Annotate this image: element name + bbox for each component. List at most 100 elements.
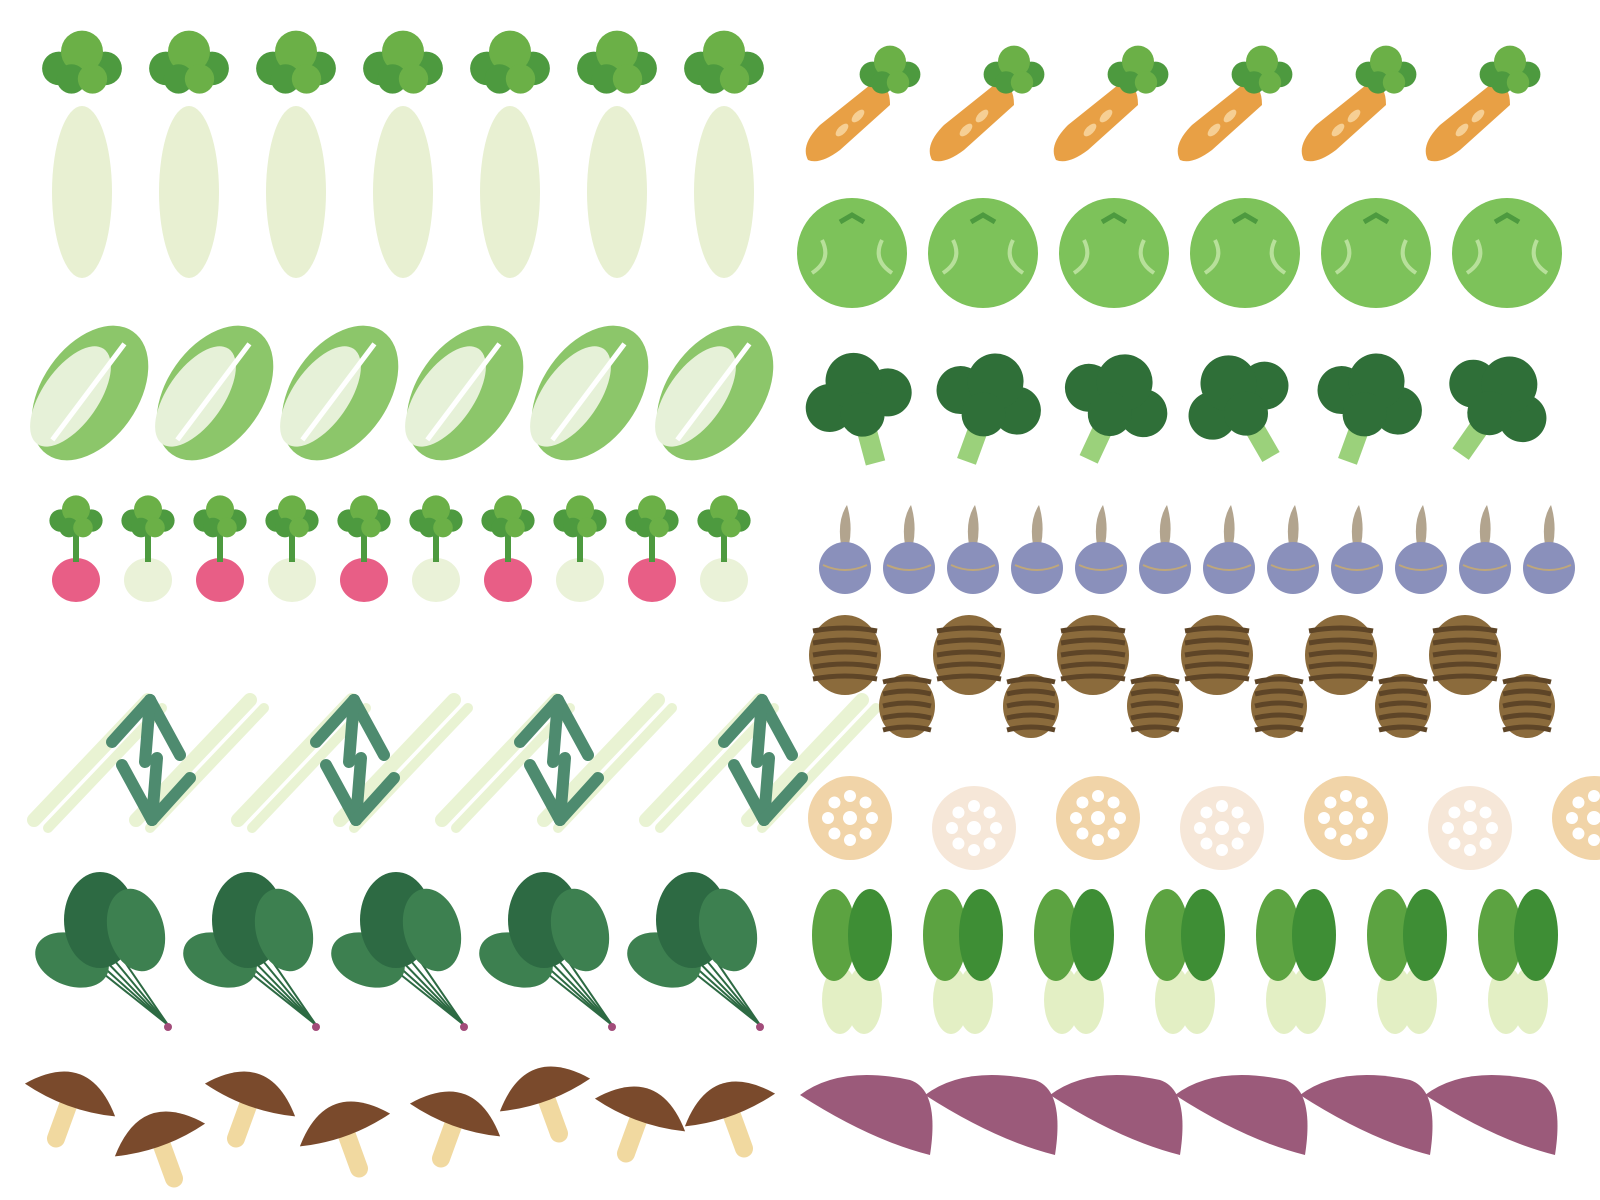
taro — [933, 615, 1005, 695]
lotus-root-row — [808, 776, 1600, 870]
radish — [481, 495, 535, 602]
taro-row — [809, 615, 1555, 738]
carrot — [1301, 45, 1417, 162]
taro — [1057, 615, 1129, 695]
broccoli — [1188, 355, 1289, 462]
daikon — [256, 30, 336, 278]
daikon-row — [42, 30, 764, 278]
daikon — [42, 30, 122, 278]
cabbage — [1321, 198, 1431, 308]
turnip — [121, 495, 175, 602]
arrowhead — [1267, 505, 1319, 594]
bok-choy-row — [812, 889, 1558, 1034]
spinach — [627, 872, 764, 1031]
taro — [1429, 615, 1501, 695]
shiitake — [114, 1111, 206, 1188]
carrot — [1053, 45, 1169, 162]
lotus-root — [1304, 776, 1388, 860]
radish — [625, 495, 679, 602]
taro — [879, 674, 935, 738]
carrot — [1425, 45, 1541, 162]
carrot — [805, 45, 921, 162]
arrowhead-row — [819, 505, 1575, 594]
napa-cabbage — [30, 325, 149, 461]
shiitake — [24, 1071, 116, 1148]
lotus-root — [932, 786, 1016, 870]
arrowhead — [947, 505, 999, 594]
lotus-root — [1180, 786, 1264, 870]
bok-choy — [812, 889, 892, 1034]
napa-cabbage — [655, 325, 774, 461]
bok-choy — [1478, 889, 1558, 1034]
leek — [728, 693, 881, 833]
napa-cabbage — [530, 325, 649, 461]
sweet-potato — [1050, 1075, 1183, 1155]
sweet-potato-row — [800, 1075, 1558, 1155]
napa-cabbage — [280, 325, 399, 461]
daikon — [577, 30, 657, 278]
taro — [1305, 615, 1377, 695]
lotus-root — [1428, 786, 1512, 870]
broccoli — [1064, 354, 1168, 464]
turnip — [697, 495, 751, 602]
napa-cabbage — [155, 325, 274, 461]
cabbage — [797, 198, 907, 308]
cabbage-row — [797, 198, 1562, 308]
taro — [1003, 674, 1059, 738]
arrowhead — [1011, 505, 1063, 594]
lotus-root — [808, 776, 892, 860]
carrot — [929, 45, 1045, 162]
leek-row — [27, 693, 881, 833]
shiitake — [684, 1081, 776, 1158]
spinach — [479, 872, 616, 1031]
arrowhead — [1459, 505, 1511, 594]
arrowhead — [819, 505, 871, 594]
bok-choy — [1256, 889, 1336, 1034]
spinach — [35, 872, 172, 1031]
taro — [1375, 674, 1431, 738]
arrowhead — [883, 505, 935, 594]
sweet-potato — [800, 1075, 933, 1155]
daikon — [470, 30, 550, 278]
taro — [1251, 674, 1307, 738]
taro — [1181, 615, 1253, 695]
bok-choy — [923, 889, 1003, 1034]
spinach — [331, 872, 468, 1031]
bok-choy — [1367, 889, 1447, 1034]
turnip — [265, 495, 319, 602]
shiitake — [409, 1091, 501, 1168]
sweet-potato — [925, 1075, 1058, 1155]
broccoli — [1317, 353, 1422, 465]
radish-turnip-row — [49, 495, 751, 602]
carrot — [1177, 45, 1293, 162]
arrowhead — [1395, 505, 1447, 594]
spinach-row — [35, 872, 764, 1031]
broccoli — [805, 352, 912, 466]
cabbage — [928, 198, 1038, 308]
radish — [193, 495, 247, 602]
broccoli-row — [805, 352, 1547, 466]
shiitake-row — [24, 1066, 776, 1188]
leek — [231, 693, 390, 833]
broccoli — [936, 353, 1041, 465]
lotus-root — [1056, 776, 1140, 860]
shiitake — [204, 1071, 296, 1148]
taro — [1127, 674, 1183, 738]
arrowhead — [1139, 505, 1191, 594]
turnip — [553, 495, 607, 602]
cabbage — [1190, 198, 1300, 308]
taro — [1499, 674, 1555, 738]
broccoli — [1449, 356, 1547, 460]
leek — [116, 693, 269, 833]
arrowhead — [1331, 505, 1383, 594]
bok-choy — [1145, 889, 1225, 1034]
arrowhead — [1075, 505, 1127, 594]
cabbage — [1059, 198, 1169, 308]
leek — [524, 693, 677, 833]
daikon — [149, 30, 229, 278]
radish — [49, 495, 103, 602]
arrowhead — [1203, 505, 1255, 594]
leek — [320, 693, 473, 833]
carrot-row — [805, 45, 1541, 162]
